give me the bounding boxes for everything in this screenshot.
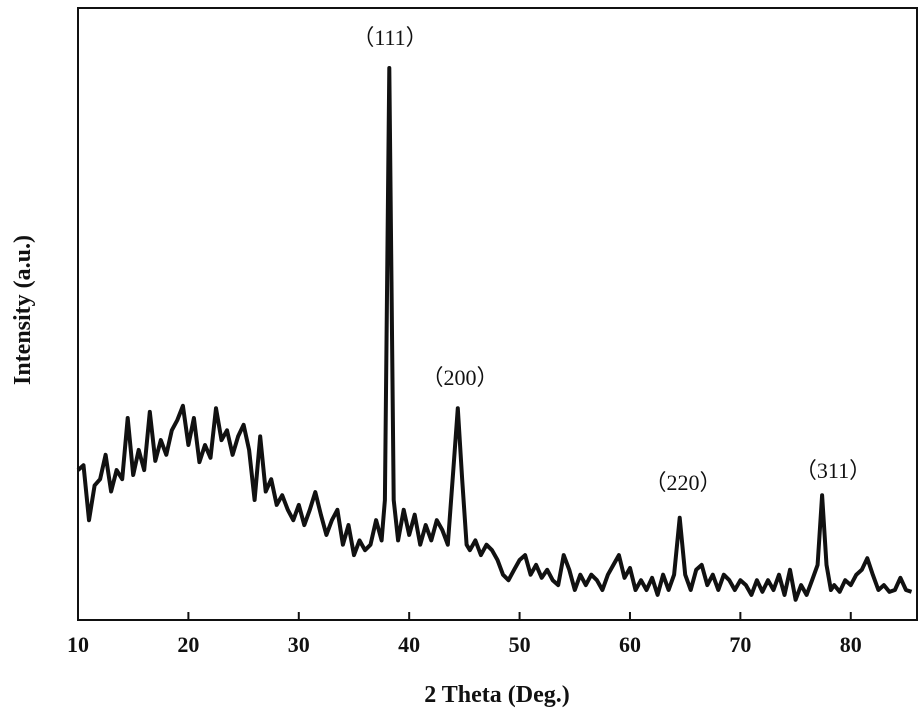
x-tick-label: 50 [509, 632, 531, 657]
x-tick-label: 30 [288, 632, 310, 657]
x-tick-label: 70 [729, 632, 751, 657]
data-line [76, 66, 913, 602]
x-tick-label: 20 [177, 632, 199, 657]
y-axis-title: Intensity (a.u.) [10, 235, 36, 385]
peak-annotation: （200） [421, 365, 498, 390]
peak-annotation: （111） [352, 25, 427, 50]
x-tick-label: 40 [398, 632, 420, 657]
plot-frame [77, 7, 918, 621]
peak-annotation: （311） [795, 458, 871, 483]
x-tick-label: 10 [67, 632, 89, 657]
peak-annotation: （220） [644, 470, 721, 495]
x-axis-title: 2 Theta (Deg.) [424, 682, 570, 708]
x-tick-label: 80 [840, 632, 862, 657]
x-tick-label: 60 [619, 632, 641, 657]
